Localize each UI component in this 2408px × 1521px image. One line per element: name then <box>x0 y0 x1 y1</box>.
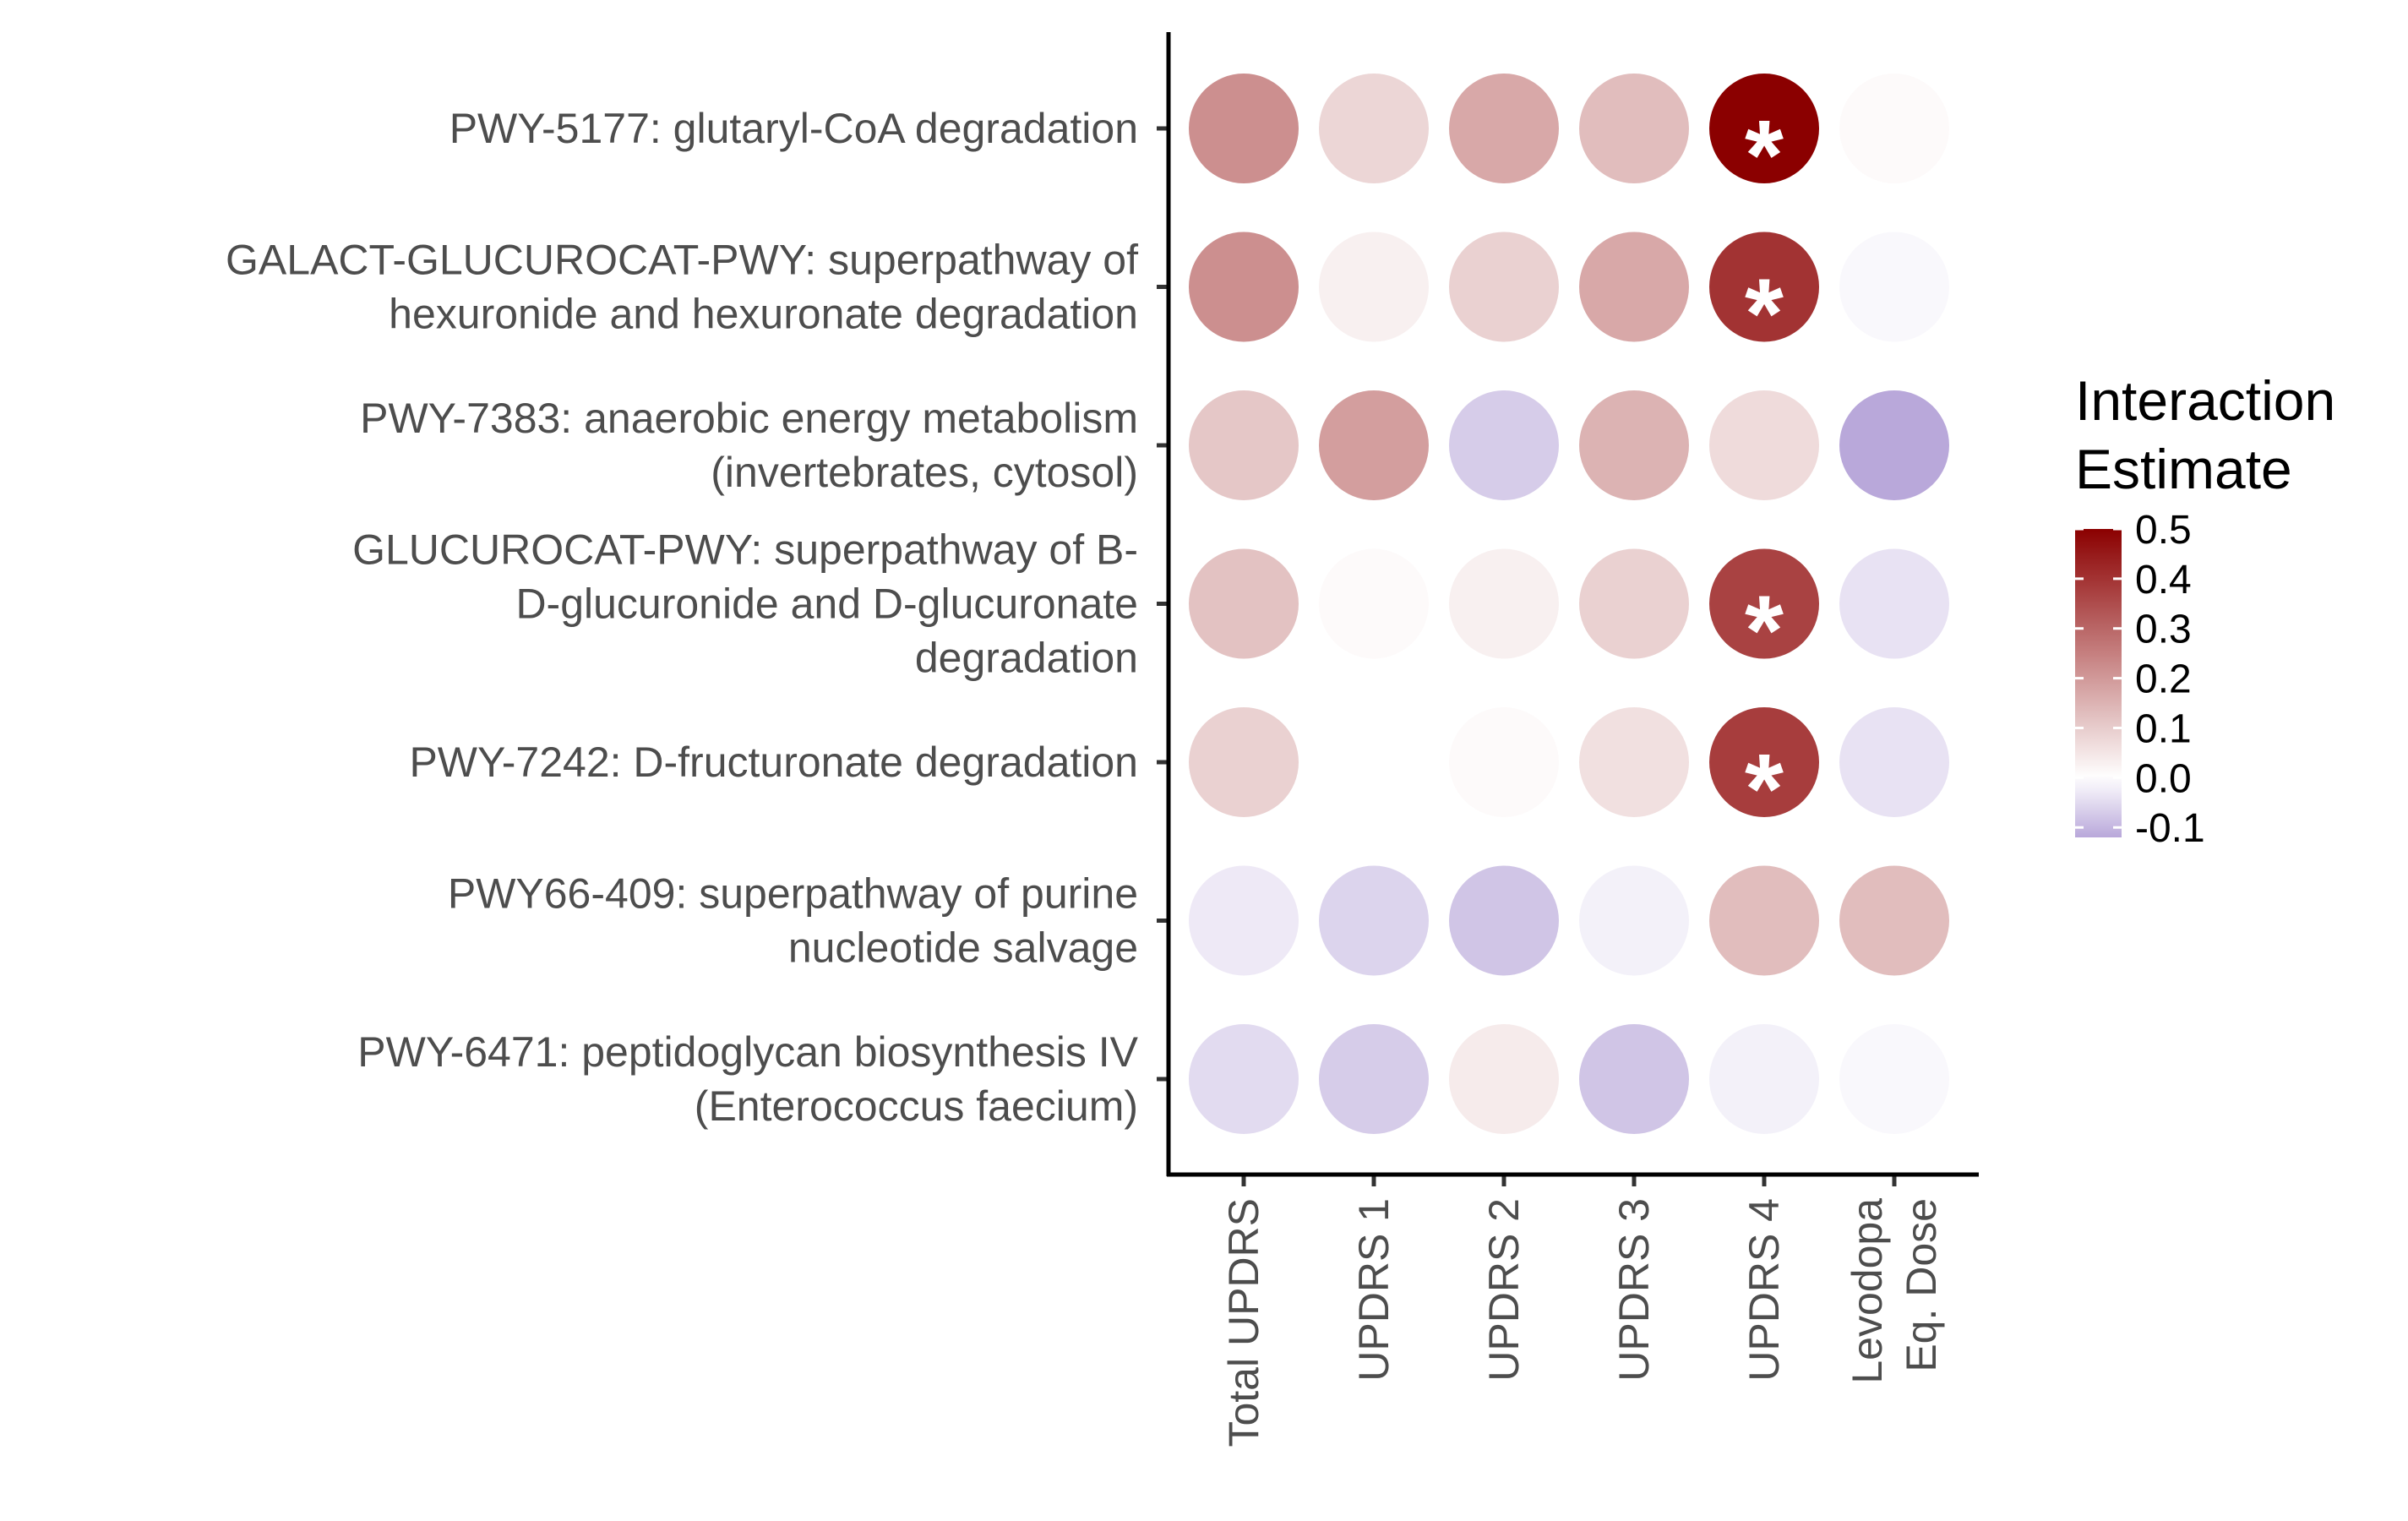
row-label: PWY-7383: anaerobic energy metabolism <box>360 395 1138 442</box>
row-label: (Enterococcus faecium) <box>695 1082 1138 1130</box>
bubble <box>1839 74 1949 183</box>
bubble <box>1189 74 1299 183</box>
legend-tick-label: 0.3 <box>2135 608 2192 652</box>
column-label: Total UPDRS <box>1220 1198 1267 1447</box>
significance-marker: * <box>1745 575 1784 687</box>
bubble <box>1709 1024 1819 1134</box>
bubble <box>1579 1024 1689 1134</box>
bubble <box>1579 865 1689 976</box>
bubble <box>1189 548 1299 659</box>
bubble <box>1579 232 1689 342</box>
x-axis-labels: Total UPDRS UPDRS 1 UPDRS 2 UPDRS 3 UPDRS 4 L… <box>1220 1198 1945 1447</box>
significance-marker: * <box>1745 100 1784 211</box>
legend-tick-label: 0.4 <box>2135 558 2192 602</box>
bubble <box>1839 232 1949 342</box>
bubble <box>1189 232 1299 342</box>
column-label: UPDRS 1 <box>1350 1198 1397 1382</box>
legend-tick-label: 0.5 <box>2135 508 2192 553</box>
bubble <box>1839 707 1949 817</box>
bubble <box>1839 865 1949 976</box>
bubble <box>1189 390 1299 500</box>
row-label: (invertebrates, cytosol) <box>711 449 1138 496</box>
legend-title-line-2: Estimate <box>2075 438 2292 500</box>
bubble <box>1449 390 1559 500</box>
column-label: Eq. Dose <box>1898 1198 1945 1372</box>
bubble <box>1449 1024 1559 1134</box>
bubble <box>1709 707 1819 817</box>
row-label: degradation <box>915 635 1138 682</box>
bubble <box>1709 865 1819 976</box>
bubble <box>1319 232 1429 342</box>
significance-marker: * <box>1745 259 1784 370</box>
column-label: Levodopa <box>1844 1198 1891 1384</box>
bubble <box>1449 548 1559 659</box>
bubble <box>1579 74 1689 183</box>
bubble <box>1449 232 1559 342</box>
legend-tick-label: 0.1 <box>2135 706 2192 751</box>
bubble <box>1839 390 1949 500</box>
legend-tick-label: 0.2 <box>2135 657 2192 702</box>
row-label: D-glucuronide and D-glucuronate <box>515 581 1138 628</box>
bubble <box>1319 707 1429 817</box>
legend-tick-label: -0.1 <box>2135 806 2205 851</box>
bubble <box>1319 74 1429 183</box>
bubble <box>1839 548 1949 659</box>
bubble <box>1449 865 1559 976</box>
bubble-grid: * * * * <box>1189 74 1949 1134</box>
row-label: PWY-7242: D-fructuronate degradation <box>409 739 1138 786</box>
column-label: UPDRS 2 <box>1480 1198 1528 1382</box>
bubble <box>1189 1024 1299 1134</box>
column-label: UPDRS 4 <box>1741 1198 1788 1382</box>
row-label: PWY66-409: superpathway of purine <box>448 870 1138 918</box>
column-label: UPDRS 3 <box>1610 1198 1658 1382</box>
significance-marker: * <box>1745 733 1784 845</box>
bubble <box>1579 548 1689 659</box>
row-label: nucleotide salvage <box>788 924 1138 972</box>
bubble <box>1579 390 1689 500</box>
bubble <box>1319 548 1429 659</box>
row-label: hexuronide and hexuronate degradation <box>389 291 1138 338</box>
y-axis-ticks <box>1157 126 1169 1082</box>
legend-ticks: 0.5 0.4 0.3 0.20.1 0.0 -0.1 <box>2075 508 2205 851</box>
legend-tick-label: 0.0 <box>2135 756 2192 801</box>
bubble <box>1319 390 1429 500</box>
row-label: PWY-6471: peptidoglycan biosynthesis IV <box>357 1028 1138 1076</box>
bubble <box>1189 707 1299 817</box>
bubble <box>1449 74 1559 183</box>
row-label: GLUCUROCAT-PWY: superpathway of B- <box>352 526 1138 574</box>
y-axis-labels: PWY-5177: glutaryl-CoA degradation GALACT… <box>226 105 1139 1130</box>
bubble <box>1709 390 1819 500</box>
color-legend: Interaction Estimate 0.5 0.4 0.3 0.20.1 0.0 -… <box>2075 369 2335 851</box>
bubble <box>1319 1024 1429 1134</box>
row-label: PWY-5177: glutaryl-CoA degradation <box>449 105 1138 152</box>
bubble <box>1709 548 1819 659</box>
bubble <box>1449 707 1559 817</box>
bubble <box>1709 232 1819 342</box>
row-label: GALACT-GLUCUROCAT-PWY: superpathway of <box>226 237 1138 284</box>
legend-title-line-1: Interaction <box>2075 369 2335 432</box>
bubble <box>1579 707 1689 817</box>
bubble <box>1709 74 1819 183</box>
legend-color-bar <box>2075 529 2122 837</box>
bubble <box>1189 865 1299 976</box>
bubble <box>1319 865 1429 976</box>
bubble <box>1839 1024 1949 1134</box>
